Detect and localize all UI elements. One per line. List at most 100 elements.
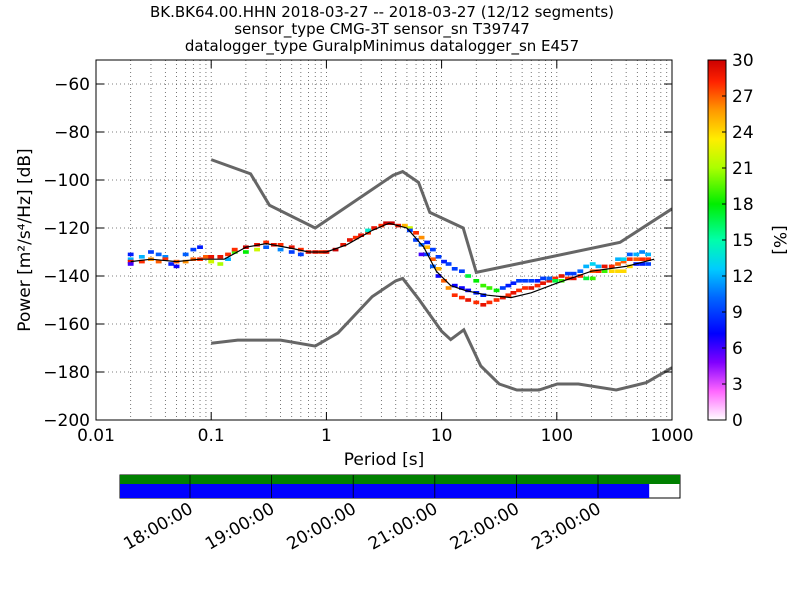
psd-cell xyxy=(480,283,487,288)
psd-cell xyxy=(473,300,480,305)
psd-cell xyxy=(413,231,419,235)
psd-cell xyxy=(626,252,633,257)
psd-cell xyxy=(486,286,493,290)
psd-cell xyxy=(583,276,590,281)
psd-cell xyxy=(552,276,559,281)
psd-cell xyxy=(639,250,646,254)
y-axis-label: Power [m²/s⁴/Hz] [dB] xyxy=(15,148,35,331)
psd-cell xyxy=(480,293,487,297)
psd-cell xyxy=(601,264,608,269)
psd-cell xyxy=(546,276,553,281)
psd-cell xyxy=(418,252,425,257)
psd-cell xyxy=(277,243,284,247)
psd-cell xyxy=(332,247,339,252)
psd-cell xyxy=(148,250,154,254)
psd-cell xyxy=(516,288,522,293)
psd-cell xyxy=(493,288,500,293)
colorbar-tick-label: 0 xyxy=(732,411,743,431)
psd-cell xyxy=(615,257,621,261)
colorbar-tick-label: 15 xyxy=(732,231,754,251)
x-tick-label: 100 xyxy=(541,426,573,446)
grid xyxy=(96,60,672,420)
psd-cell xyxy=(441,259,447,264)
psd-cell xyxy=(340,243,347,247)
psd-cell xyxy=(155,252,162,257)
psd-cell xyxy=(138,259,145,264)
psd-cell xyxy=(505,283,512,288)
psd-cell xyxy=(352,235,359,240)
psd-cell xyxy=(225,252,231,257)
psd-cell xyxy=(608,264,615,269)
psd-cell xyxy=(190,257,197,261)
psd-cell xyxy=(534,279,541,283)
psd-cell xyxy=(465,298,472,302)
psd-cell xyxy=(639,257,646,261)
psd-cell xyxy=(217,262,224,266)
psd-cell xyxy=(558,279,565,283)
colorbar-tick-label: 3 xyxy=(732,375,743,395)
chart-title-line-1: BK.BK64.00.HHN 2018-03-27 -- 2018-03-27 … xyxy=(150,3,614,21)
timeline-tick-label: 21:00:00 xyxy=(365,499,441,555)
psd-cell xyxy=(365,228,371,233)
psd-cell xyxy=(127,262,134,266)
psd-cell xyxy=(406,226,413,230)
psd-cell xyxy=(263,240,270,245)
psd-cell xyxy=(615,262,621,266)
psd-cell xyxy=(429,257,436,261)
psd-cell xyxy=(277,247,284,252)
psd-cell xyxy=(162,257,169,261)
data-coverage-timeline: 18:00:00 19:00:00 20:00:00 21:00:00 22:00:00… xyxy=(119,474,681,555)
psd-cell xyxy=(231,250,238,254)
psd-cell xyxy=(190,247,197,252)
psd-cell xyxy=(424,245,431,249)
psd-cell xyxy=(546,279,553,283)
psd-cell xyxy=(570,271,577,276)
psd-cell xyxy=(297,247,304,252)
colorbar-tick-label: 6 xyxy=(732,339,743,359)
psd-cell xyxy=(445,262,452,266)
psd-cell xyxy=(388,221,395,225)
chart-title-line-3: datalogger_type GuralpMinimus datalogger… xyxy=(185,37,579,56)
psd-cell xyxy=(451,267,458,271)
psd-cell xyxy=(516,279,522,283)
plot-frame xyxy=(95,59,673,421)
psd-cell xyxy=(493,298,500,302)
psd-cell xyxy=(217,255,224,259)
psd-cell xyxy=(127,252,134,257)
colorbar-tick-label: 30 xyxy=(732,51,754,71)
timeline-tick-label: 20:00:00 xyxy=(284,499,360,555)
y-tick-label: −120 xyxy=(43,219,90,239)
colorbar-tick-label: 24 xyxy=(732,123,754,143)
psd-cell xyxy=(620,257,627,261)
psd-cell xyxy=(288,245,295,249)
coverage-bar xyxy=(120,475,680,484)
x-tick-label: 0.01 xyxy=(77,426,115,446)
psd-cell xyxy=(288,250,295,254)
psd-cell xyxy=(528,286,535,290)
psd-cell xyxy=(480,303,487,307)
y-tick-label: −140 xyxy=(43,267,90,287)
y-tick-label: −160 xyxy=(43,315,90,335)
psd-cell xyxy=(413,238,419,242)
psd-cell xyxy=(465,288,472,293)
psd-cell xyxy=(570,276,577,281)
psd-cell xyxy=(552,279,559,283)
psd-cell xyxy=(378,223,385,228)
psd-cell xyxy=(583,264,590,269)
psd-cell xyxy=(633,252,640,257)
psd-cell xyxy=(577,269,584,273)
psd-cell xyxy=(197,245,203,249)
psd-cell xyxy=(418,235,425,240)
psd-cell xyxy=(577,274,584,278)
psd-cell xyxy=(645,252,651,257)
psd-cell xyxy=(451,283,458,288)
psd-cell xyxy=(534,283,541,288)
psd-cell xyxy=(589,276,596,281)
mean-curve xyxy=(130,222,655,299)
psd-cell xyxy=(297,252,304,257)
psd-cell xyxy=(639,262,646,266)
x-axis-label: Period [s] xyxy=(344,450,425,470)
psd-cell xyxy=(510,281,517,285)
psd-cell xyxy=(486,300,493,305)
